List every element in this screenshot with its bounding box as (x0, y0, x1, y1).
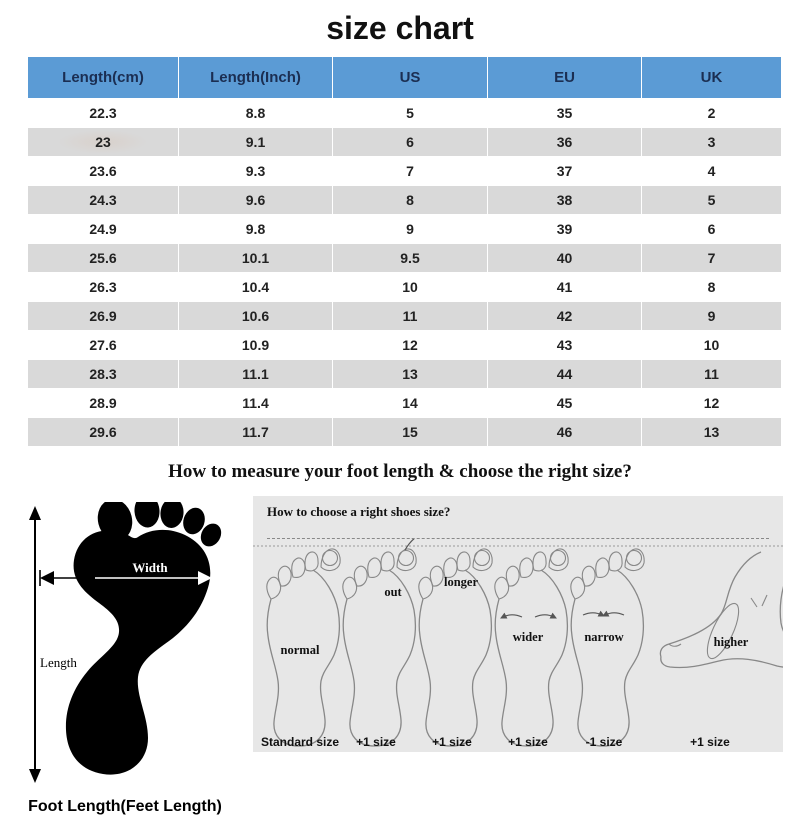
svg-text:Width: Width (132, 560, 168, 575)
svg-text:Length: Length (40, 655, 77, 670)
